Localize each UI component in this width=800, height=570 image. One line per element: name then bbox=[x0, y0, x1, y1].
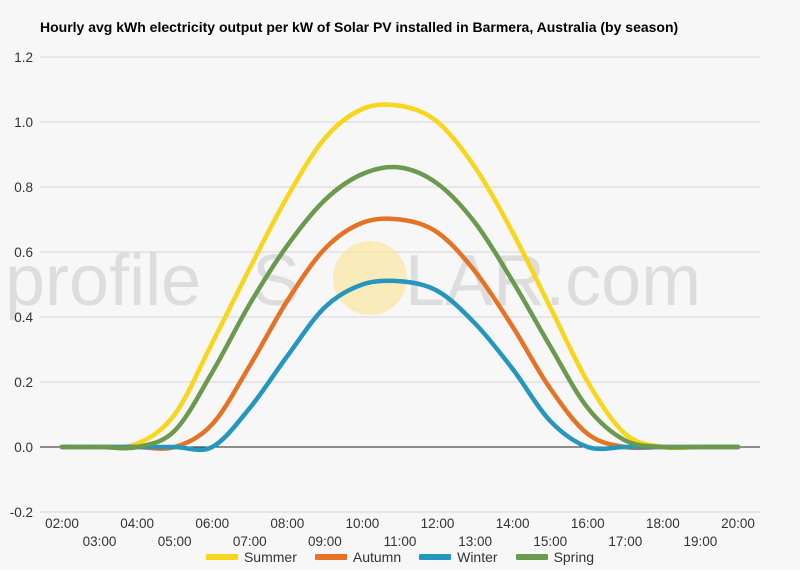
x-tick-label: 10:00 bbox=[346, 516, 380, 531]
x-tick-label: 13:00 bbox=[458, 534, 492, 549]
legend: Summer Autumn Winter Spring bbox=[0, 549, 800, 565]
legend-label: Summer bbox=[243, 549, 297, 565]
legend-swatch bbox=[205, 554, 238, 560]
legend-label: Spring bbox=[553, 549, 595, 565]
chart-title: Hourly avg kWh electricity output per kW… bbox=[40, 19, 679, 35]
x-tick-label: 12:00 bbox=[421, 516, 455, 531]
y-tick-label: 0.6 bbox=[14, 245, 33, 260]
x-tick-label: 05:00 bbox=[158, 534, 192, 549]
legend-label: Autumn bbox=[352, 549, 402, 565]
x-tick-label: 19:00 bbox=[684, 534, 718, 549]
y-tick-label: 0.8 bbox=[14, 180, 33, 195]
legend-swatch bbox=[314, 554, 347, 560]
x-tick-label: 11:00 bbox=[384, 534, 417, 549]
watermark-text-left: profile bbox=[5, 241, 201, 321]
watermark-sun-icon bbox=[333, 241, 407, 315]
legend-item-autumn[interactable]: Autumn bbox=[314, 549, 402, 565]
x-tick-label: 14:00 bbox=[496, 516, 530, 531]
x-tick-label: 18:00 bbox=[646, 516, 680, 531]
x-tick-label: 17:00 bbox=[608, 534, 642, 549]
series-line-summer bbox=[59, 102, 741, 451]
y-tick-label: 1.2 bbox=[14, 50, 33, 65]
x-tick-label: 16:00 bbox=[571, 516, 605, 531]
legend-swatch bbox=[419, 554, 452, 560]
x-tick-label: 06:00 bbox=[195, 516, 229, 531]
y-axis-ticks: -0.2 0.0 0.2 0.4 0.6 0.8 1.0 1.2 bbox=[10, 50, 34, 520]
x-tick-label: 02:00 bbox=[45, 516, 79, 531]
legend-item-summer[interactable]: Summer bbox=[205, 549, 297, 565]
y-tick-label: 1.0 bbox=[14, 115, 33, 130]
y-tick-label: 0.0 bbox=[14, 440, 33, 455]
x-tick-label: 03:00 bbox=[83, 534, 117, 549]
legend-item-spring[interactable]: Spring bbox=[515, 549, 595, 565]
y-tick-label: 0.2 bbox=[14, 375, 33, 390]
series-layer bbox=[59, 102, 741, 453]
series-line-spring bbox=[59, 164, 741, 451]
x-tick-label: 07:00 bbox=[233, 534, 267, 549]
x-tick-label: 20:00 bbox=[721, 516, 755, 531]
legend-item-winter[interactable]: Winter bbox=[419, 549, 498, 565]
series-line-winter bbox=[59, 278, 741, 453]
x-tick-label: 08:00 bbox=[270, 516, 304, 531]
grid-layer bbox=[40, 56, 760, 513]
y-tick-label: -0.2 bbox=[10, 505, 33, 520]
watermark-text-right: LAR.com bbox=[405, 241, 701, 321]
y-tick-label: 0.4 bbox=[14, 310, 33, 325]
x-tick-label: 04:00 bbox=[120, 516, 154, 531]
legend-label: Winter bbox=[457, 549, 498, 565]
x-tick-label: 09:00 bbox=[308, 534, 342, 549]
watermark-text-s: S bbox=[252, 241, 300, 321]
watermark: profile S LAR.com bbox=[5, 241, 701, 321]
legend-swatch bbox=[515, 554, 548, 560]
x-tick-label: 15:00 bbox=[533, 534, 567, 549]
